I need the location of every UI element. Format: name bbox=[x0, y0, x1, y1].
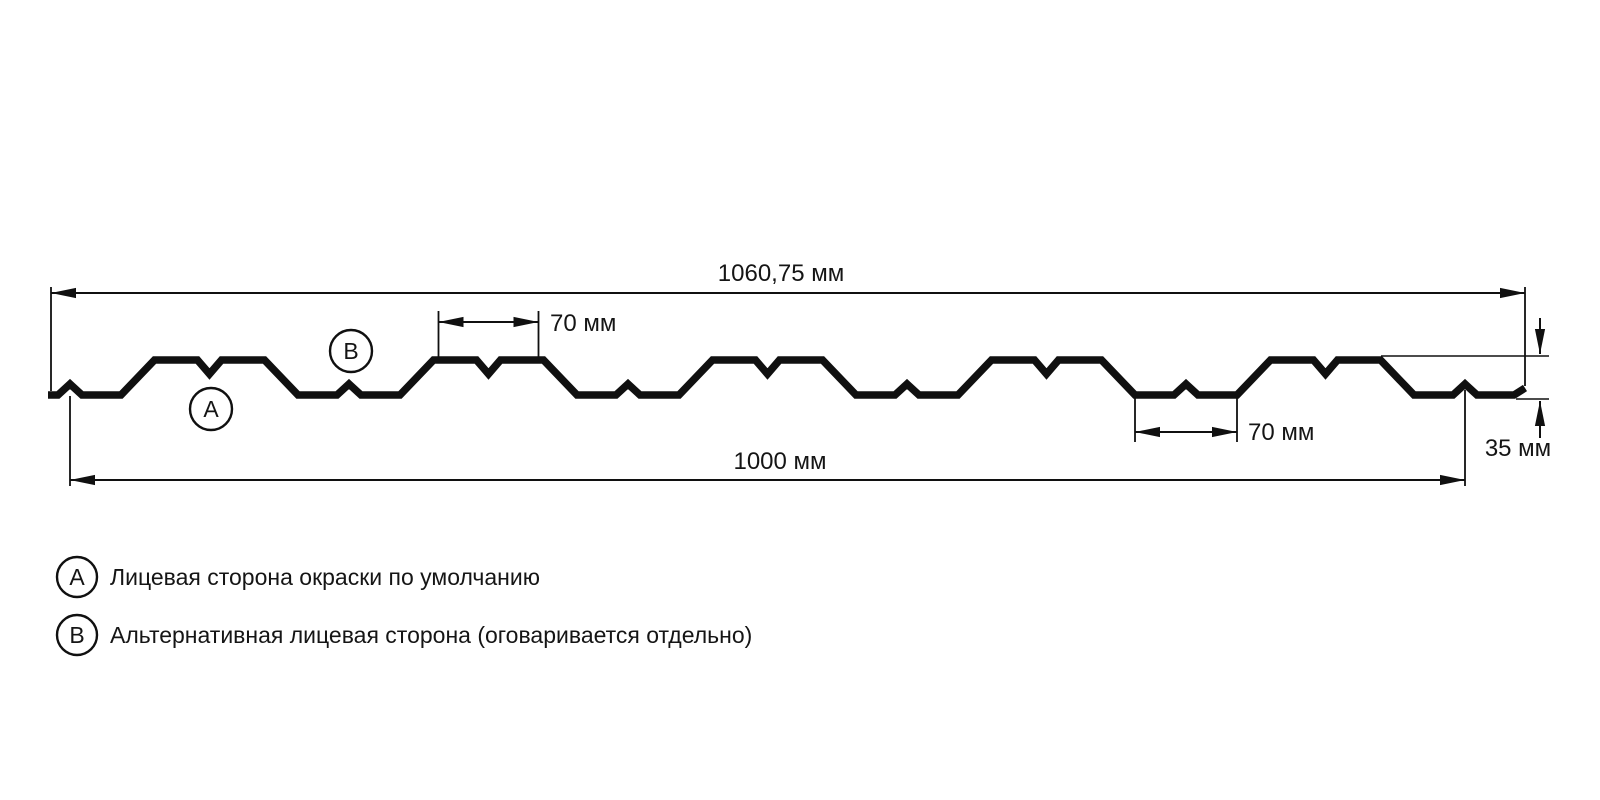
legend-item-a: A Лицевая сторона окраски по умолчанию bbox=[55, 555, 540, 599]
dimension-working-width: 1000 мм bbox=[69, 390, 1466, 486]
drawing-marker-b: B bbox=[328, 328, 374, 374]
working-width-label: 1000 мм bbox=[733, 448, 826, 475]
legend-b-circle bbox=[55, 613, 99, 657]
legend-a-circle bbox=[55, 555, 99, 599]
marker-b-circle bbox=[328, 328, 374, 374]
legend-a-letter: A bbox=[69, 564, 85, 590]
sheet-profile-outline bbox=[48, 356, 1528, 399]
legend: A Лицевая сторона окраски по умолчанию B… bbox=[55, 555, 752, 657]
dimension-profile-height: 35 мм bbox=[1381, 318, 1551, 462]
legend-b-text: Альтернативная лицевая сторона (оговарив… bbox=[110, 622, 752, 648]
crest-width-label: 70 мм bbox=[550, 310, 616, 337]
marker-a-circle bbox=[188, 386, 234, 432]
profile-height-label: 35 мм bbox=[1485, 435, 1551, 462]
dimension-crest-width: 70 мм bbox=[437, 310, 616, 357]
marker-a-letter: A bbox=[203, 396, 219, 422]
dimension-total-width: 1060,75 мм bbox=[50, 260, 1526, 391]
drawing-marker-a: A bbox=[188, 386, 234, 432]
legend-b-letter: B bbox=[69, 622, 84, 648]
legend-a-text: Лицевая сторона окраски по умолчанию bbox=[110, 564, 540, 590]
dimension-trough-width: 70 мм bbox=[1134, 398, 1314, 446]
legend-item-b: B Альтернативная лицевая сторона (оговар… bbox=[55, 613, 752, 657]
marker-b-letter: B bbox=[343, 338, 358, 364]
trough-width-label: 70 мм bbox=[1248, 419, 1314, 446]
total-width-label: 1060,75 мм bbox=[718, 260, 844, 287]
